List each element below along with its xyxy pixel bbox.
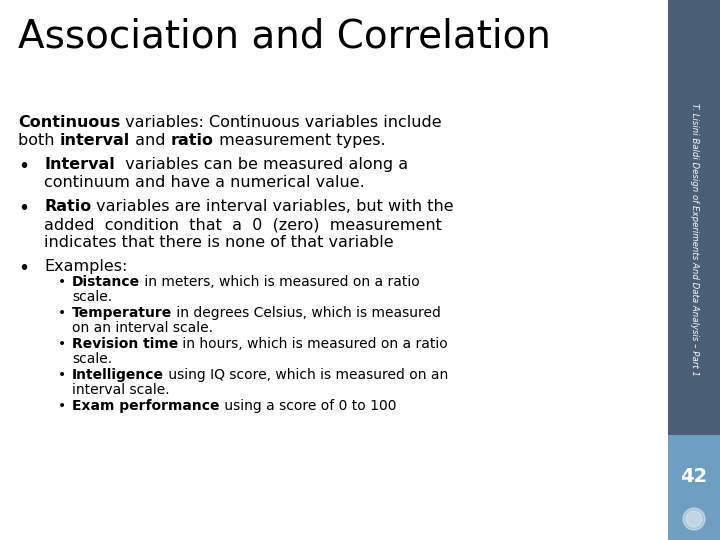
Text: Distance: Distance <box>72 275 140 289</box>
Text: variables: Continuous variables include: variables: Continuous variables include <box>120 115 442 130</box>
Text: using IQ score, which is measured on an: using IQ score, which is measured on an <box>164 368 449 382</box>
Text: variables can be measured along a: variables can be measured along a <box>114 157 408 172</box>
Circle shape <box>686 511 702 527</box>
Text: and: and <box>130 133 171 148</box>
Text: •: • <box>18 157 29 176</box>
Text: Interval: Interval <box>44 157 114 172</box>
Text: both: both <box>18 133 60 148</box>
Text: in hours, which is measured on a ratio: in hours, which is measured on a ratio <box>179 337 448 351</box>
Text: •: • <box>18 259 29 278</box>
Text: Examples:: Examples: <box>44 259 127 274</box>
Text: continuum and have a numerical value.: continuum and have a numerical value. <box>44 175 365 190</box>
Text: 42: 42 <box>680 468 708 487</box>
Text: interval: interval <box>60 133 130 148</box>
Text: indicates that there is none of that variable: indicates that there is none of that var… <box>44 235 394 250</box>
Text: •: • <box>18 199 29 218</box>
Text: Revision time: Revision time <box>72 337 179 351</box>
Text: Intelligence: Intelligence <box>72 368 164 382</box>
Bar <box>668 0 720 435</box>
Text: •: • <box>58 399 66 413</box>
Text: •: • <box>58 337 66 351</box>
Text: scale.: scale. <box>72 290 112 304</box>
Text: ratio: ratio <box>171 133 214 148</box>
Circle shape <box>683 508 705 530</box>
Bar <box>668 435 720 540</box>
Text: •: • <box>58 306 66 320</box>
Text: variables are interval variables, but with the: variables are interval variables, but wi… <box>91 199 454 214</box>
Text: on an interval scale.: on an interval scale. <box>72 321 213 335</box>
Text: Temperature: Temperature <box>72 306 172 320</box>
Text: using a score of 0 to 100: using a score of 0 to 100 <box>220 399 396 413</box>
Text: in meters, which is measured on a ratio: in meters, which is measured on a ratio <box>140 275 420 289</box>
Text: added  condition  that  a  0  (zero)  measurement: added condition that a 0 (zero) measurem… <box>44 217 442 232</box>
Text: •: • <box>58 368 66 382</box>
Text: •: • <box>58 275 66 289</box>
Text: measurement types.: measurement types. <box>214 133 385 148</box>
Text: scale.: scale. <box>72 352 112 366</box>
Text: Ratio: Ratio <box>44 199 91 214</box>
Text: interval scale.: interval scale. <box>72 383 170 397</box>
Text: Association and Correlation: Association and Correlation <box>18 18 551 56</box>
Text: in degrees Celsius, which is measured: in degrees Celsius, which is measured <box>172 306 441 320</box>
Text: Exam performance: Exam performance <box>72 399 220 413</box>
Text: T. Lisini Baldi Design of Experiments And Data Analysis – Part 1: T. Lisini Baldi Design of Experiments An… <box>690 103 698 376</box>
Text: Continuous: Continuous <box>18 115 120 130</box>
